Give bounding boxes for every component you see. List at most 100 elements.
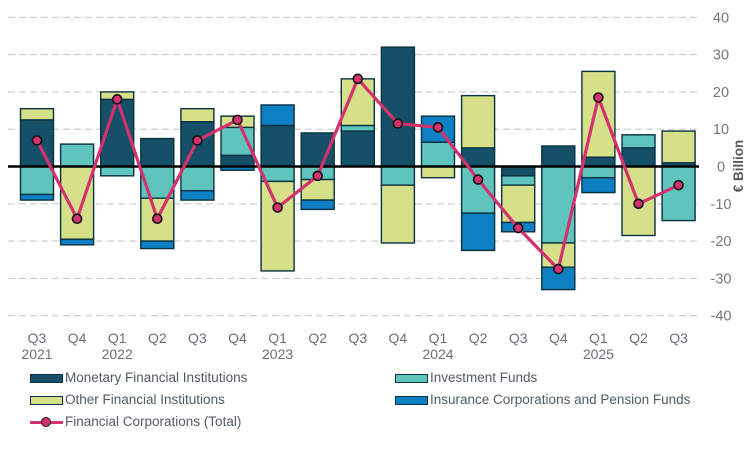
x-tick-label-year: 2021: [21, 346, 52, 362]
bar-segment-ofi: [260, 180, 295, 272]
x-tick-label-quarter: Q1: [268, 330, 287, 346]
total-marker: [512, 222, 524, 234]
y-tick-label: 40: [713, 10, 729, 26]
total-marker: [312, 170, 324, 182]
bar-segment-ofi: [501, 184, 536, 224]
bar-segment-mfi: [501, 165, 536, 177]
x-tick-label-quarter: Q4: [549, 330, 568, 346]
if-swatch-icon: [395, 373, 428, 383]
bar-segment-icpf: [140, 240, 175, 250]
total-marker: [552, 263, 564, 275]
bar-segment-if: [501, 175, 536, 186]
bar-segment-if: [661, 165, 696, 222]
bar-segment-if: [180, 165, 215, 192]
x-tick-label-year: 2025: [583, 346, 614, 362]
bar-segment-icpf: [460, 212, 496, 252]
bar-segment-if: [380, 165, 416, 186]
legend-item-mfi: Monetary Financial Institutions: [30, 371, 395, 385]
legend-label-ofi: Other Financial Institutions: [65, 392, 225, 407]
y-tick-label: 0: [717, 160, 725, 176]
x-tick-label-quarter: Q3: [509, 330, 528, 346]
bar-segment-mfi: [220, 154, 255, 168]
bar-segment-if: [541, 165, 576, 244]
total-marker: [633, 198, 644, 210]
x-tick-label-quarter: Q3: [28, 330, 47, 346]
total-marker: [673, 179, 684, 191]
bar-segment-if: [621, 134, 656, 149]
legend-item-ofi: Other Financial Institutions: [30, 393, 395, 407]
x-tick-label-quarter: Q2: [308, 330, 327, 346]
x-tick-label-quarter: Q1: [108, 330, 127, 346]
total-line-swatch-dot: [41, 416, 51, 427]
total-marker: [352, 73, 364, 85]
bar-segment-ofi: [300, 178, 335, 201]
bar-segment-icpf: [300, 199, 335, 211]
legend-label-mfi: Monetary Financial Institutions: [65, 370, 248, 385]
y-tick-label: -30: [711, 271, 732, 287]
x-tick-label-quarter: Q4: [68, 330, 87, 346]
legend-item-if: Investment Funds: [395, 371, 690, 385]
total-marker: [593, 92, 604, 103]
bar-segment-if: [19, 165, 55, 196]
bar-segment-if: [420, 141, 456, 168]
bar-segment-icpf: [581, 176, 616, 194]
legend-column-right: Investment Funds Insurance Corporations …: [395, 371, 690, 437]
bar-segment-mfi: [581, 156, 616, 168]
legend-item-total: Financial Corporations (Total): [30, 415, 395, 429]
bar-segment-if: [340, 124, 375, 132]
bar-segment-if: [460, 165, 496, 214]
y-tick-label: -40: [711, 309, 732, 325]
total-marker: [152, 213, 163, 225]
bar-segment-ofi: [420, 165, 456, 179]
x-tick-label-quarter: Q2: [629, 330, 648, 346]
bar-segment-ofi: [340, 78, 375, 127]
total-marker: [31, 135, 43, 146]
bar-segment-ofi: [180, 107, 215, 123]
ofi-swatch-icon: [30, 395, 63, 405]
legend-column-left: Monetary Financial Institutions Other Fi…: [30, 371, 395, 437]
bar-segment-mfi: [340, 130, 375, 168]
icpf-swatch-icon: [395, 395, 428, 405]
x-tick-label-year: 2023: [262, 346, 293, 362]
legend-label-icpf: Insurance Corporations and Pension Funds: [430, 392, 691, 407]
y-tick-label: 10: [713, 122, 729, 138]
bar-segment-mfi: [140, 137, 175, 168]
total-marker: [192, 135, 203, 146]
mfi-swatch-icon: [30, 373, 63, 383]
x-tick-label-quarter: Q4: [228, 330, 247, 346]
y-tick-label: -20: [711, 234, 732, 250]
bar-segment-icpf: [59, 238, 95, 246]
bar-segment-icpf: [180, 190, 215, 201]
x-tick-label-quarter: Q3: [348, 330, 367, 346]
total-marker: [392, 118, 404, 129]
total-marker: [71, 213, 83, 225]
x-tick-label-year: 2024: [422, 346, 453, 362]
total-marker: [272, 202, 283, 213]
bar-segment-mfi: [260, 124, 295, 168]
x-tick-label-quarter: Q3: [669, 330, 688, 346]
legend-label-total: Financial Corporations (Total): [65, 414, 242, 429]
total-marker: [232, 114, 243, 126]
x-tick-label-year: 2022: [102, 346, 133, 362]
bar-segment-ofi: [19, 107, 55, 121]
bar-segment-if: [581, 165, 616, 179]
y-tick-label: 20: [713, 85, 729, 101]
x-tick-label-quarter: Q2: [148, 330, 167, 346]
total-marker: [111, 94, 123, 105]
total-marker: [432, 122, 444, 133]
legend-label-if: Investment Funds: [430, 370, 538, 385]
total-line-swatch-icon: [30, 416, 63, 429]
bar-segment-ofi: [460, 94, 496, 149]
bar-segment-ofi: [380, 184, 416, 244]
x-tick-label-quarter: Q3: [188, 330, 207, 346]
total-marker: [472, 174, 484, 185]
bar-segment-mfi: [541, 145, 576, 168]
y-tick-label: 30: [713, 48, 729, 64]
bar-segment-icpf: [19, 193, 55, 201]
bar-segment-if: [59, 143, 95, 168]
legend: Monetary Financial Institutions Other Fi…: [30, 371, 690, 437]
x-tick-label-quarter: Q1: [589, 330, 608, 346]
bar-segment-ofi: [59, 165, 95, 240]
bar-segment-mfi: [621, 147, 656, 168]
